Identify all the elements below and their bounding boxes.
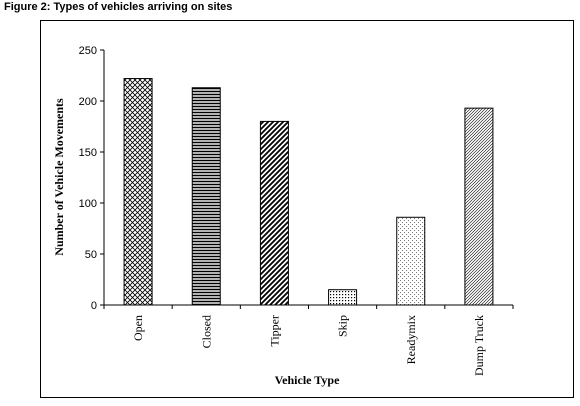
x-category-label: Open [131,315,145,341]
bar-dump-truck [464,107,494,306]
y-tick-label: 50 [85,249,97,261]
y-tick-label: 250 [79,45,97,57]
x-category-label: Tipper [267,315,281,347]
y-tick-label: 100 [79,198,97,210]
y-tick-label: 200 [79,96,97,108]
bar-skip [328,289,358,306]
x-category-label: Skip [336,315,350,337]
figure-title: Figure 2: Types of vehicles arriving on … [4,1,233,13]
bar-open [123,78,153,306]
y-tick-label: 150 [79,147,97,159]
bar-tipper [259,120,289,306]
chart-frame [40,20,574,398]
x-axis-title: Vehicle Type [275,373,340,387]
bar-readymix [396,216,426,306]
x-category-label: Dump Truck [472,315,486,376]
x-category-label: Readymix [404,315,418,364]
bar-closed [191,87,221,306]
x-category-label: Closed [199,315,213,348]
y-tick-label: 0 [91,300,97,312]
y-axis-title: Number of Vehicle Movements [52,98,66,256]
